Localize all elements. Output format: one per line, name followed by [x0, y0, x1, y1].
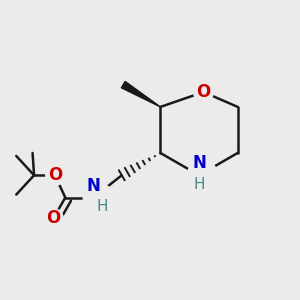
- Polygon shape: [121, 81, 160, 107]
- Text: N: N: [192, 154, 206, 172]
- Text: H: H: [97, 199, 108, 214]
- Text: N: N: [87, 177, 100, 195]
- Text: O: O: [46, 209, 61, 227]
- Text: O: O: [196, 83, 211, 101]
- Text: H: H: [193, 177, 205, 192]
- Text: O: O: [48, 166, 62, 184]
